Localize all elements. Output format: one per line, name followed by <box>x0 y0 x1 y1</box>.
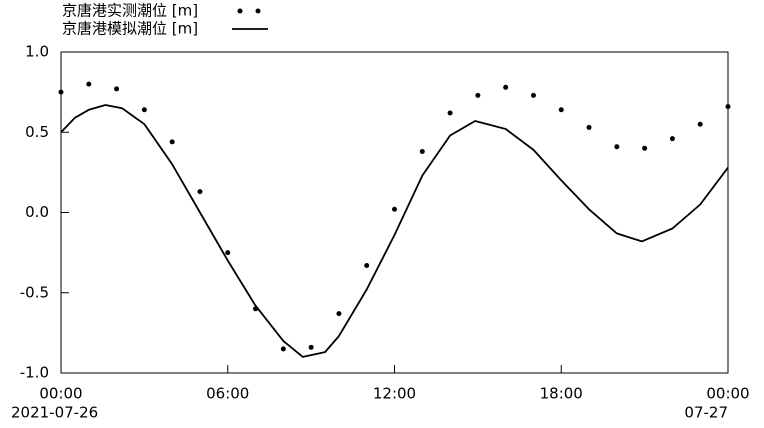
observed-point <box>364 262 370 268</box>
x-date-label: 2021-07-26 <box>11 404 98 422</box>
observed-point <box>392 206 397 212</box>
legend-marker <box>255 8 261 14</box>
observed-point <box>697 121 703 127</box>
observed-point <box>475 92 481 98</box>
observed-point <box>447 110 453 116</box>
observed-point <box>308 344 314 350</box>
legend-marker <box>237 8 243 14</box>
observed-point <box>586 124 592 130</box>
observed-point <box>169 139 175 145</box>
legend-label: 京唐港模拟潮位 [m] <box>62 20 198 38</box>
observed-point <box>669 136 675 142</box>
x-tick-label: 18:00 <box>540 385 583 403</box>
y-tick-label: 0.0 <box>25 203 49 221</box>
observed-point <box>419 149 425 155</box>
x-tick-label: 00:00 <box>39 385 82 403</box>
x-tick-label: 06:00 <box>206 385 249 403</box>
observed-point <box>141 107 147 113</box>
observed-point <box>503 84 509 90</box>
observed-point <box>114 86 120 92</box>
observed-point <box>197 189 203 195</box>
simulated-line <box>60 104 729 358</box>
observed-point <box>336 311 342 317</box>
plot-frame <box>60 51 729 374</box>
observed-point <box>642 145 648 151</box>
y-tick-label: 0.5 <box>25 123 49 141</box>
x-tick-label: 12:00 <box>373 385 416 403</box>
legend-label: 京唐港实测潮位 [m] <box>62 2 198 20</box>
y-tick-label: 1.0 <box>25 43 49 61</box>
observed-point <box>86 81 92 87</box>
observed-point <box>614 144 620 150</box>
observed-point <box>530 92 536 98</box>
x-date-label: 07-27 <box>684 404 728 422</box>
observed-point <box>725 104 731 110</box>
observed-point <box>558 107 564 113</box>
observed-point <box>58 89 64 95</box>
x-tick-label: 00:00 <box>706 385 749 403</box>
observed-point <box>280 346 286 352</box>
observed-point <box>225 250 231 256</box>
y-tick-label: -1.0 <box>20 364 49 382</box>
y-tick-label: -0.5 <box>20 283 49 301</box>
